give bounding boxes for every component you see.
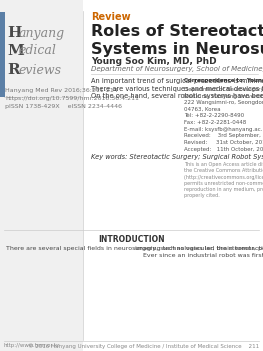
Text: http://www.hmr.or.kr: http://www.hmr.or.kr — [4, 343, 60, 348]
Text: This is an Open Access article distributed under the terms of
the Creative Commo: This is an Open Access article distribut… — [184, 162, 263, 198]
Text: Hanyang Med Rev 2016;36:211-214: Hanyang Med Rev 2016;36:211-214 — [5, 88, 118, 93]
Text: Department of Neurosurgery, School of
Medicine, Hanyang University, Seoul, Korea: Department of Neurosurgery, School of Me… — [184, 87, 263, 132]
Text: anyang: anyang — [19, 27, 65, 40]
Text: H: H — [7, 26, 22, 40]
Text: Received:    3rd September, 2016
Revised:     31st October, 2016
Accepted:   11t: Received: 3rd September, 2016 Revised: 3… — [184, 133, 263, 152]
Text: Key words: Stereotactic Surgery; Surgical Robot System; Radiosurgery: Key words: Stereotactic Surgery; Surgica… — [91, 154, 263, 160]
Text: Review: Review — [91, 12, 130, 22]
Text: INTRODUCTION: INTRODUCTION — [98, 235, 165, 244]
Bar — [0, 12, 5, 97]
Text: imaging technologies led the stereotactic surgery to even more applications. It : imaging technologies led the stereotacti… — [135, 246, 263, 258]
Text: Roles of Stereotactic Surgical Robot
Systems in Neurosurgery: Roles of Stereotactic Surgical Robot Sys… — [91, 24, 263, 57]
Text: An important trend of surgical procedures is minimally invasive surgery (MIS). N: An important trend of surgical procedure… — [91, 78, 263, 99]
Bar — [0, 0, 83, 351]
Text: M: M — [7, 44, 24, 58]
Text: © 2016 Hanyang University College of Medicine / Institute of Medical Science    : © 2016 Hanyang University College of Med… — [28, 343, 259, 349]
Text: https://doi.org/10.7599/hmr.2016.36.4.211: https://doi.org/10.7599/hmr.2016.36.4.21… — [5, 96, 139, 101]
Text: Department of Neurosurgery, School of Medicine, Hanyang University, Seoul, Korea: Department of Neurosurgery, School of Me… — [91, 66, 263, 72]
Text: There are several special fields in neurosurgery, such as vascular, brain tumor,: There are several special fields in neur… — [6, 246, 263, 251]
Text: pISSN 1738-429X    eISSN 2234-4446: pISSN 1738-429X eISSN 2234-4446 — [5, 104, 122, 109]
Text: eviews: eviews — [19, 64, 62, 77]
Text: Correspondence to: Young Soo Kim: Correspondence to: Young Soo Kim — [184, 78, 263, 83]
Text: R: R — [7, 63, 20, 77]
Text: edical: edical — [19, 44, 57, 58]
Text: Young Soo Kim, MD, PhD: Young Soo Kim, MD, PhD — [91, 57, 216, 66]
